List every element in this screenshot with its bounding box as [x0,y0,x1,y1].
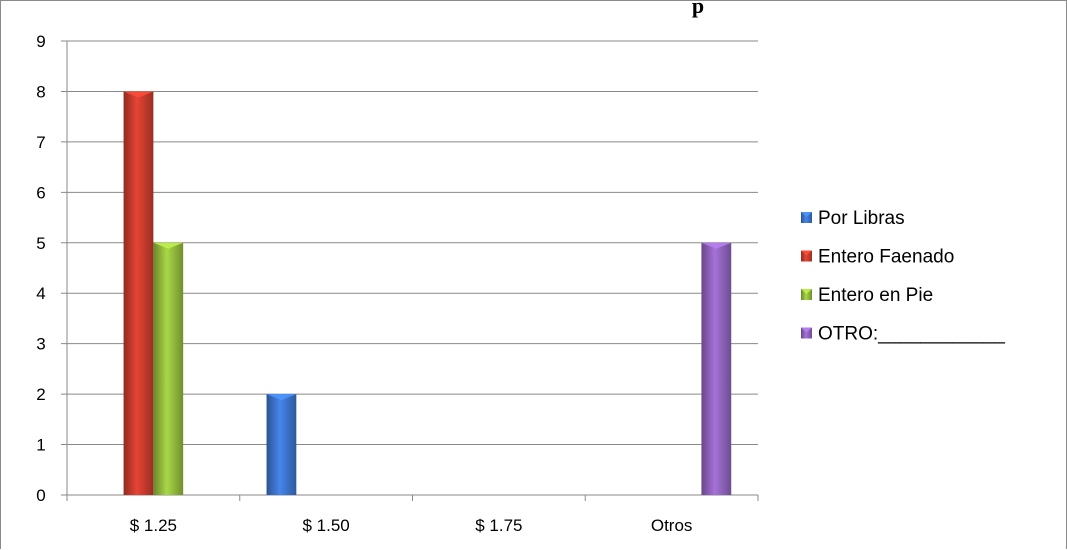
legend-item: Entero Faenado [801,247,954,268]
y-tick-label: 2 [36,385,45,404]
y-tick-label: 4 [36,284,45,303]
y-tick-label: 5 [36,234,45,253]
bars [123,91,732,495]
legend: Por Libras Entero Faenado Entero en Pie OTR… [801,208,1005,345]
bar-por-libras [266,394,297,495]
legend-label: Por Libras [818,208,905,229]
x-tick-label: $ 1.75 [475,516,522,535]
chart-title: p [692,1,704,18]
legend-label: Entero en Pie [818,285,933,306]
legend-label: Entero Faenado [818,247,954,268]
legend-label: OTRO:____________ [818,324,1005,345]
legend-swatch [801,212,812,223]
legend-item: Por Libras [801,208,905,229]
bar-entero-en-pie [153,242,184,495]
legend-item: Entero en Pie [801,285,933,306]
y-tick-label: 3 [36,335,45,354]
bar-otro [701,242,732,495]
y-tick-label: 8 [36,82,45,101]
y-tick-label: 7 [36,133,45,152]
y-tick-label: 0 [36,486,45,505]
legend-swatch [801,327,812,339]
axes: 0 1 2 3 4 5 6 7 8 9 $ 1.25 $ 1.50 $ 1.75 Otros [36,32,759,535]
x-tick-label: $ 1.25 [130,516,177,535]
x-tick-label: $ 1.50 [302,516,349,535]
bar-entero-faenado [123,91,154,495]
legend-swatch [801,289,812,300]
y-tick-label: 6 [36,183,45,202]
y-tick-label: 9 [36,32,45,51]
legend-item: OTRO:____________ [801,324,1005,345]
y-tick-label: 1 [36,436,45,455]
legend-swatch [801,250,812,262]
x-tick-label: Otros [651,516,693,535]
